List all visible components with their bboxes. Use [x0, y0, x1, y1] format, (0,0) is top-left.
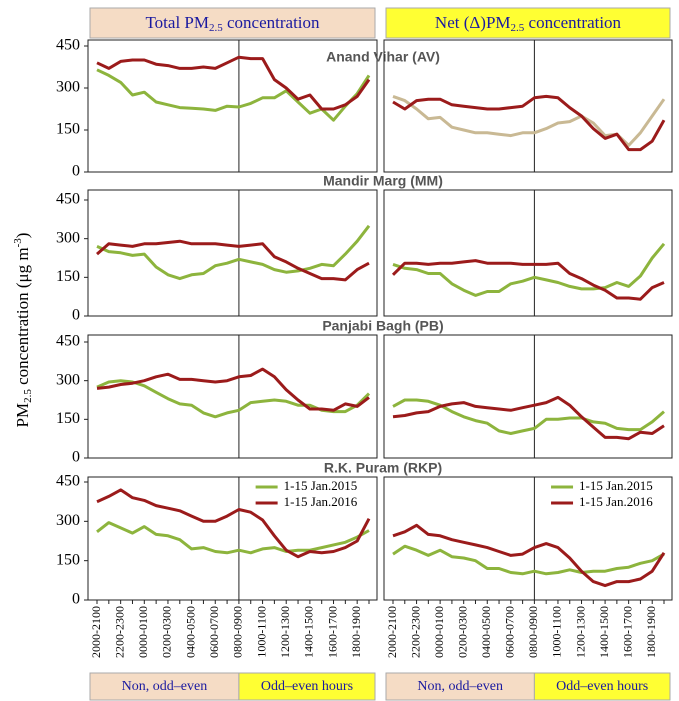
y-tick-label: 300: [56, 79, 80, 96]
header-title: Total PM2.5 concentration: [145, 13, 320, 34]
header-text: concentration: [223, 13, 320, 32]
y-tick-label: 450: [56, 333, 80, 350]
x-tick-label: 2000-2100: [89, 606, 103, 658]
station-title: Mandir Marg (MM): [323, 173, 443, 189]
x-tick-label: 0400-0500: [479, 606, 493, 658]
station-title: R.K. Puram (RKP): [324, 460, 442, 476]
y-label-sup: -3: [12, 238, 24, 248]
x-tick-label: 2200-2300: [408, 606, 422, 658]
footer-box: [89, 672, 240, 701]
header-sub: 2.5: [511, 22, 525, 34]
y-tick-label: 0: [72, 449, 80, 466]
footer-box: [533, 672, 671, 701]
station-title: Anand Vihar (AV): [326, 49, 440, 65]
station-title: Panjabi Bagh (PB): [322, 318, 443, 334]
header-text: Net (Δ)PM: [435, 13, 511, 32]
x-tick-label: 0200-0300: [455, 606, 469, 658]
y-tick-label: 300: [56, 512, 80, 529]
y-label-text: ): [13, 233, 32, 239]
x-tick-label: 0800-0900: [526, 606, 540, 658]
footer-label: Non, odd–even: [417, 679, 503, 694]
footer-label: Odd–even hours: [261, 679, 353, 694]
footer-box: [385, 672, 535, 701]
plot-frame: [87, 189, 378, 317]
x-tick-label: 1600-1700: [325, 606, 339, 658]
footer-label: Odd–even hours: [556, 679, 648, 694]
x-tick-label: 1600-1700: [620, 606, 634, 658]
footer-box: [238, 672, 376, 701]
y-axis-label: PM2.5 concentration (μg m-3): [12, 233, 34, 428]
x-tick-label: 1000-1100: [254, 606, 268, 658]
plot-frame: [383, 476, 673, 601]
series-line: [392, 523, 666, 588]
x-tick-label: 0800-0900: [231, 606, 245, 658]
y-tick-label: 150: [56, 551, 80, 568]
x-tick-label: 0000-0100: [136, 606, 150, 658]
legend-label: 1-15 Jan.2016: [284, 494, 358, 509]
series-line: [96, 379, 371, 419]
series-line: [96, 488, 371, 559]
series-line: [96, 367, 370, 412]
series-line: [392, 544, 665, 576]
x-tick-label: 1800-1900: [644, 606, 658, 658]
x-tick-label: 1000-1100: [550, 606, 564, 658]
x-tick-label: 1200-1300: [573, 606, 587, 658]
y-tick-label: 0: [72, 591, 80, 608]
y-tick-label: 450: [56, 191, 80, 208]
x-tick-label: 0000-0100: [432, 606, 446, 658]
x-tick-label: 0600-0700: [503, 606, 517, 658]
series-line: [96, 521, 370, 555]
header-box: [89, 7, 376, 39]
legend-label: 1-15 Jan.2015: [284, 478, 358, 493]
series-line: [392, 242, 666, 297]
y-label-text: PM: [13, 403, 32, 428]
plot-frame: [383, 189, 673, 317]
x-tick-label: 2200-2300: [112, 606, 126, 658]
x-tick-label: 1400-1500: [302, 606, 316, 658]
footer-label: Non, odd–even: [122, 679, 208, 694]
series-line: [96, 68, 371, 122]
plot-frame: [87, 39, 378, 173]
plot-frame: [87, 476, 378, 601]
y-tick-label: 450: [56, 473, 80, 490]
plot-frame: [87, 334, 378, 459]
x-tick-label: 0200-0300: [160, 606, 174, 658]
x-tick-label: 1400-1500: [597, 606, 611, 658]
y-tick-label: 450: [56, 37, 80, 54]
x-tick-label: 1800-1900: [349, 606, 363, 658]
x-tick-label: 0600-0700: [207, 606, 221, 658]
series-line: [96, 224, 371, 281]
header-box: [385, 7, 671, 39]
series-line: [392, 398, 665, 435]
y-tick-label: 0: [72, 307, 80, 324]
y-tick-label: 150: [56, 410, 80, 427]
header-title: Net (Δ)PM2.5 concentration: [435, 13, 622, 34]
header-sub: 2.5: [209, 22, 223, 34]
series-line: [392, 94, 666, 152]
series-line: [392, 395, 665, 441]
y-tick-label: 150: [56, 121, 80, 138]
legend-label: 1-15 Jan.2015: [579, 478, 653, 493]
y-tick-label: 300: [56, 371, 80, 388]
x-tick-label: 0400-0500: [183, 606, 197, 658]
y-tick-label: 150: [56, 268, 80, 285]
plot-frame: [383, 334, 673, 459]
series-line: [96, 55, 371, 111]
header-text: Total PM: [145, 13, 209, 32]
y-label-text: concentration (μg m: [13, 247, 32, 389]
y-tick-label: 0: [72, 163, 80, 180]
y-tick-label: 300: [56, 229, 80, 246]
header-text: concentration: [524, 13, 621, 32]
series-line: [96, 239, 370, 282]
series-line: [391, 259, 665, 301]
legend-label: 1-15 Jan.2016: [579, 494, 653, 509]
plot-frame: [383, 39, 673, 173]
x-tick-label: 2000-2100: [385, 606, 399, 658]
y-label-sub: 2.5: [22, 389, 34, 403]
x-tick-label: 1200-1300: [278, 606, 292, 658]
